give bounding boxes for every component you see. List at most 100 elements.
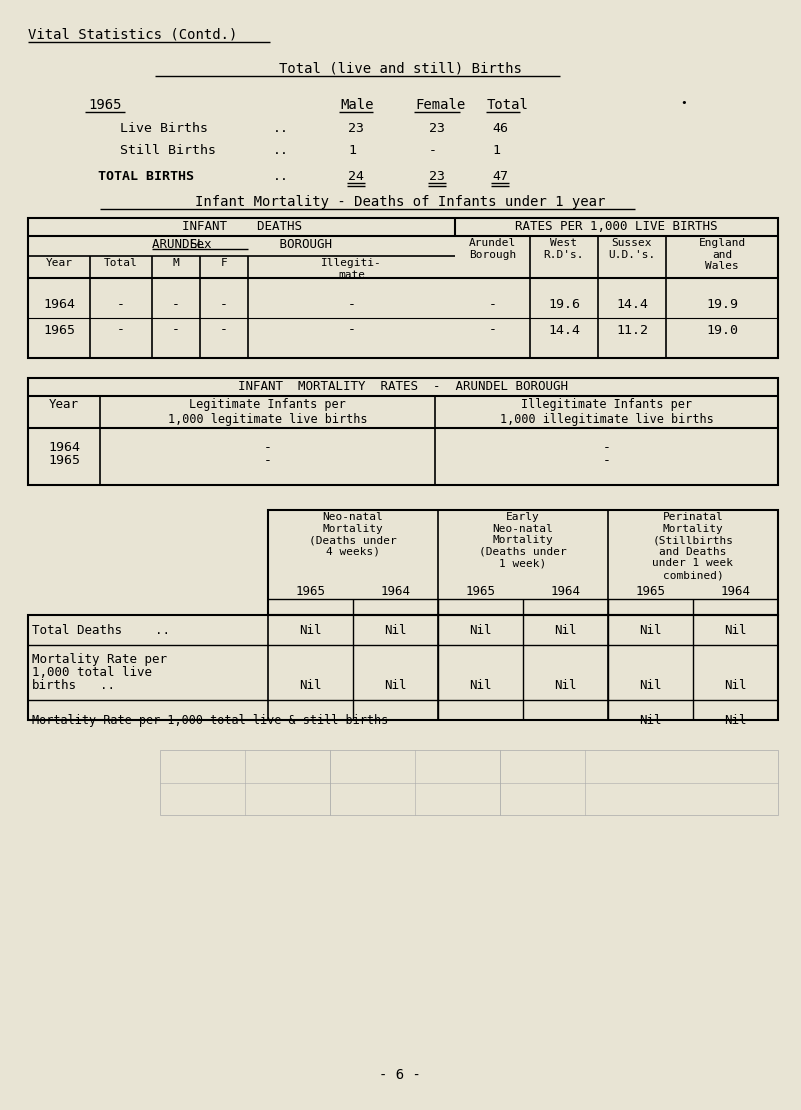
Text: 1965: 1965	[635, 585, 666, 598]
Text: -: -	[348, 323, 356, 336]
Text: 1965: 1965	[48, 454, 80, 467]
Text: -: -	[220, 323, 228, 336]
Text: 46: 46	[492, 122, 508, 135]
Text: Vital Statistics (Contd.): Vital Statistics (Contd.)	[28, 28, 237, 42]
Text: •: •	[680, 98, 686, 108]
Text: Nil: Nil	[469, 624, 492, 636]
Text: Infant Mortality - Deaths of Infants under 1 year: Infant Mortality - Deaths of Infants und…	[195, 195, 606, 209]
Text: Early
Neo-natal
Mortality
(Deaths under
1 week): Early Neo-natal Mortality (Deaths under …	[479, 512, 567, 568]
Text: 1: 1	[492, 144, 500, 157]
Text: -: -	[117, 323, 125, 336]
Text: Nil: Nil	[554, 624, 577, 636]
Text: -: -	[489, 299, 497, 312]
Text: Male: Male	[340, 98, 373, 112]
Text: Sussex
U.D.'s.: Sussex U.D.'s.	[609, 238, 656, 260]
Bar	[28, 379, 778, 485]
Text: Nil: Nil	[724, 624, 747, 636]
Text: -: -	[117, 299, 125, 312]
Text: Perinatal
Mortality
(Stillbirths
and Deaths
under 1 week
combined): Perinatal Mortality (Stillbirths and Dea…	[653, 512, 734, 581]
Text: INFANT  MORTALITY  RATES  -  ARUNDEL BOROUGH: INFANT MORTALITY RATES - ARUNDEL BOROUGH	[238, 380, 568, 393]
Text: 23: 23	[429, 122, 445, 135]
Text: 19.0: 19.0	[706, 323, 738, 336]
Text: Illegitimate Infants per
1,000 illegitimate live births: Illegitimate Infants per 1,000 illegitim…	[500, 398, 714, 426]
Text: Total: Total	[104, 258, 138, 268]
Text: 23: 23	[429, 170, 445, 183]
Text: Nil: Nil	[724, 714, 747, 727]
Bar	[28, 615, 778, 720]
Text: -: -	[220, 299, 228, 312]
Text: 47: 47	[492, 170, 508, 183]
Text: Total: Total	[487, 98, 529, 112]
Text: Nil: Nil	[554, 679, 577, 692]
Text: Sex: Sex	[189, 238, 211, 251]
Text: RATES PER 1,000 LIVE BIRTHS: RATES PER 1,000 LIVE BIRTHS	[515, 220, 718, 233]
Text: 1,000 total live: 1,000 total live	[32, 666, 152, 679]
Text: Nil: Nil	[639, 624, 662, 636]
Text: TOTAL BIRTHS: TOTAL BIRTHS	[98, 170, 194, 183]
Text: 1964: 1964	[721, 585, 751, 598]
Text: Female: Female	[415, 98, 465, 112]
Text: 11.2: 11.2	[616, 323, 648, 336]
Text: 19.9: 19.9	[706, 299, 738, 312]
Bar	[28, 218, 778, 359]
Text: Nil: Nil	[300, 624, 322, 636]
Text: Legitimate Infants per
1,000 legitimate live births: Legitimate Infants per 1,000 legitimate …	[167, 398, 367, 426]
Text: F: F	[220, 258, 227, 268]
Text: 1964: 1964	[550, 585, 581, 598]
Text: 1965: 1965	[43, 323, 75, 336]
Text: 14.4: 14.4	[616, 299, 648, 312]
Text: INFANT    DEATHS: INFANT DEATHS	[182, 220, 301, 233]
Text: Total (live and still) Births: Total (live and still) Births	[279, 62, 521, 75]
Text: Mortality Rate per: Mortality Rate per	[32, 653, 167, 666]
Bar	[268, 509, 778, 615]
Text: -: -	[602, 441, 610, 454]
Text: Live Births: Live Births	[120, 122, 208, 135]
Text: 24: 24	[348, 170, 364, 183]
Text: Still Births: Still Births	[120, 144, 216, 157]
Text: Arundel
Borough: Arundel Borough	[469, 238, 516, 260]
Text: ..: ..	[273, 170, 289, 183]
Text: -: -	[489, 323, 497, 336]
Text: 1965: 1965	[88, 98, 122, 112]
Text: Nil: Nil	[639, 714, 662, 727]
Text: -: -	[264, 441, 272, 454]
Text: Nil: Nil	[724, 679, 747, 692]
Text: Mortality Rate per 1,000 total live & still births: Mortality Rate per 1,000 total live & st…	[32, 714, 388, 727]
Text: Year: Year	[46, 258, 73, 268]
Text: Nil: Nil	[300, 679, 322, 692]
Text: 1965: 1965	[465, 585, 496, 598]
Text: 1965: 1965	[296, 585, 325, 598]
Text: England
and
Wales: England and Wales	[698, 238, 746, 271]
Text: Nil: Nil	[639, 679, 662, 692]
Text: - 6 -: - 6 -	[379, 1068, 421, 1082]
Text: births: births	[32, 679, 77, 692]
Text: ..: ..	[273, 122, 289, 135]
Text: West
R.D's.: West R.D's.	[544, 238, 584, 260]
Text: Total Deaths: Total Deaths	[32, 624, 122, 636]
Text: -: -	[602, 454, 610, 467]
Text: 1964: 1964	[48, 441, 80, 454]
Text: 19.6: 19.6	[548, 299, 580, 312]
Text: -: -	[264, 454, 272, 467]
Text: ARUNDEL          BOROUGH: ARUNDEL BOROUGH	[151, 238, 332, 251]
Text: Year: Year	[49, 398, 79, 411]
Text: -: -	[429, 144, 437, 157]
Text: Nil: Nil	[384, 679, 407, 692]
Text: ..: ..	[273, 144, 289, 157]
Bar	[160, 750, 778, 815]
Text: 1964: 1964	[43, 299, 75, 312]
Text: 14.4: 14.4	[548, 323, 580, 336]
Text: M: M	[173, 258, 179, 268]
Text: 1964: 1964	[380, 585, 410, 598]
Text: Nil: Nil	[384, 624, 407, 636]
Text: -: -	[172, 323, 180, 336]
Text: Illegiti-
mate: Illegiti- mate	[321, 258, 382, 280]
Text: ..: ..	[100, 679, 115, 692]
Text: Nil: Nil	[469, 679, 492, 692]
Text: -: -	[348, 299, 356, 312]
Text: ..: ..	[155, 624, 170, 636]
Text: 1: 1	[348, 144, 356, 157]
Text: 23: 23	[348, 122, 364, 135]
Text: -: -	[172, 299, 180, 312]
Text: Neo-natal
Mortality
(Deaths under
4 weeks): Neo-natal Mortality (Deaths under 4 week…	[309, 512, 396, 557]
